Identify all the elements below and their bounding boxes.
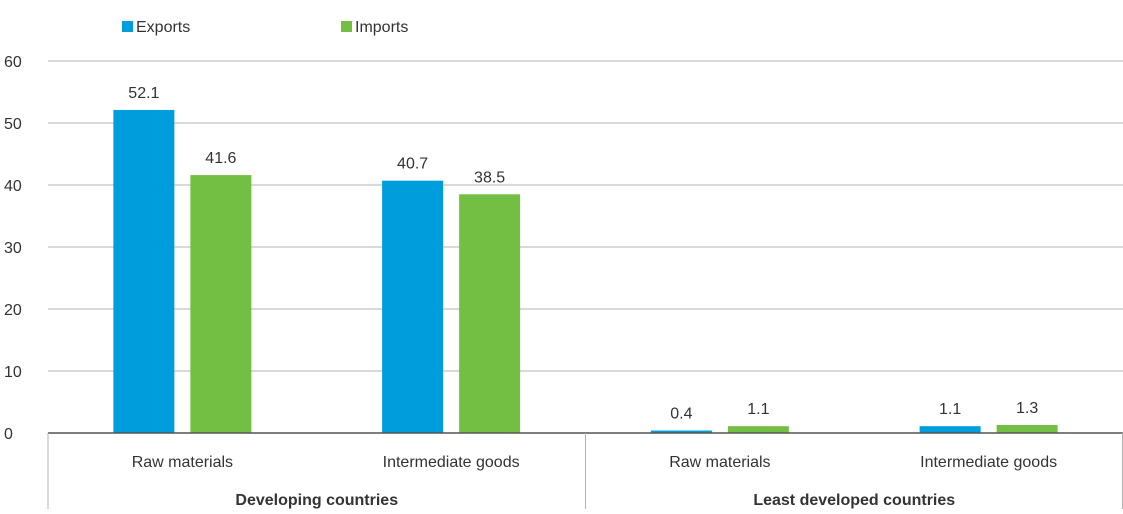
legend-label: Imports	[355, 19, 408, 36]
y-tick-label: 30	[4, 240, 22, 257]
data-label: 40.7	[397, 156, 428, 173]
bar-exports	[919, 426, 981, 433]
data-label: 52.1	[128, 85, 159, 102]
legend-swatch-exports	[122, 21, 133, 32]
data-label: 38.5	[474, 169, 505, 186]
group-label: Developing countries	[235, 492, 398, 509]
bars: 52.1 41.6 40.7 38.5 0.4 1.1 1.1 1.3	[113, 85, 1058, 433]
y-tick-label: 20	[4, 302, 22, 319]
y-tick-label: 60	[4, 54, 22, 71]
category-label: Raw materials	[132, 454, 233, 471]
data-label: 1.3	[1016, 400, 1038, 417]
bar-imports	[727, 426, 789, 433]
group-label: Least developed countries	[753, 492, 955, 509]
legend: Exports Imports	[122, 19, 408, 36]
bar-imports	[996, 424, 1058, 433]
bar-exports	[113, 109, 175, 433]
y-tick-label: 0	[4, 426, 13, 443]
bar-imports	[459, 194, 521, 433]
bar-imports	[190, 175, 252, 433]
category-label: Raw materials	[669, 454, 770, 471]
data-label: 41.6	[205, 150, 236, 167]
data-label: 1.1	[939, 401, 961, 418]
x-axis: Raw materials Intermediate goods Raw mater…	[47, 432, 1123, 509]
data-label: 0.4	[670, 406, 692, 423]
legend-label: Exports	[136, 19, 190, 36]
data-label: 1.1	[747, 401, 769, 418]
y-tick-label: 10	[4, 364, 22, 381]
legend-swatch-imports	[341, 21, 352, 32]
category-label: Intermediate goods	[920, 454, 1057, 471]
category-label: Intermediate goods	[383, 454, 520, 471]
y-tick-label: 50	[4, 116, 22, 133]
y-tick-label: 40	[4, 178, 22, 195]
bar-exports	[382, 180, 444, 433]
bar-exports	[650, 430, 712, 433]
